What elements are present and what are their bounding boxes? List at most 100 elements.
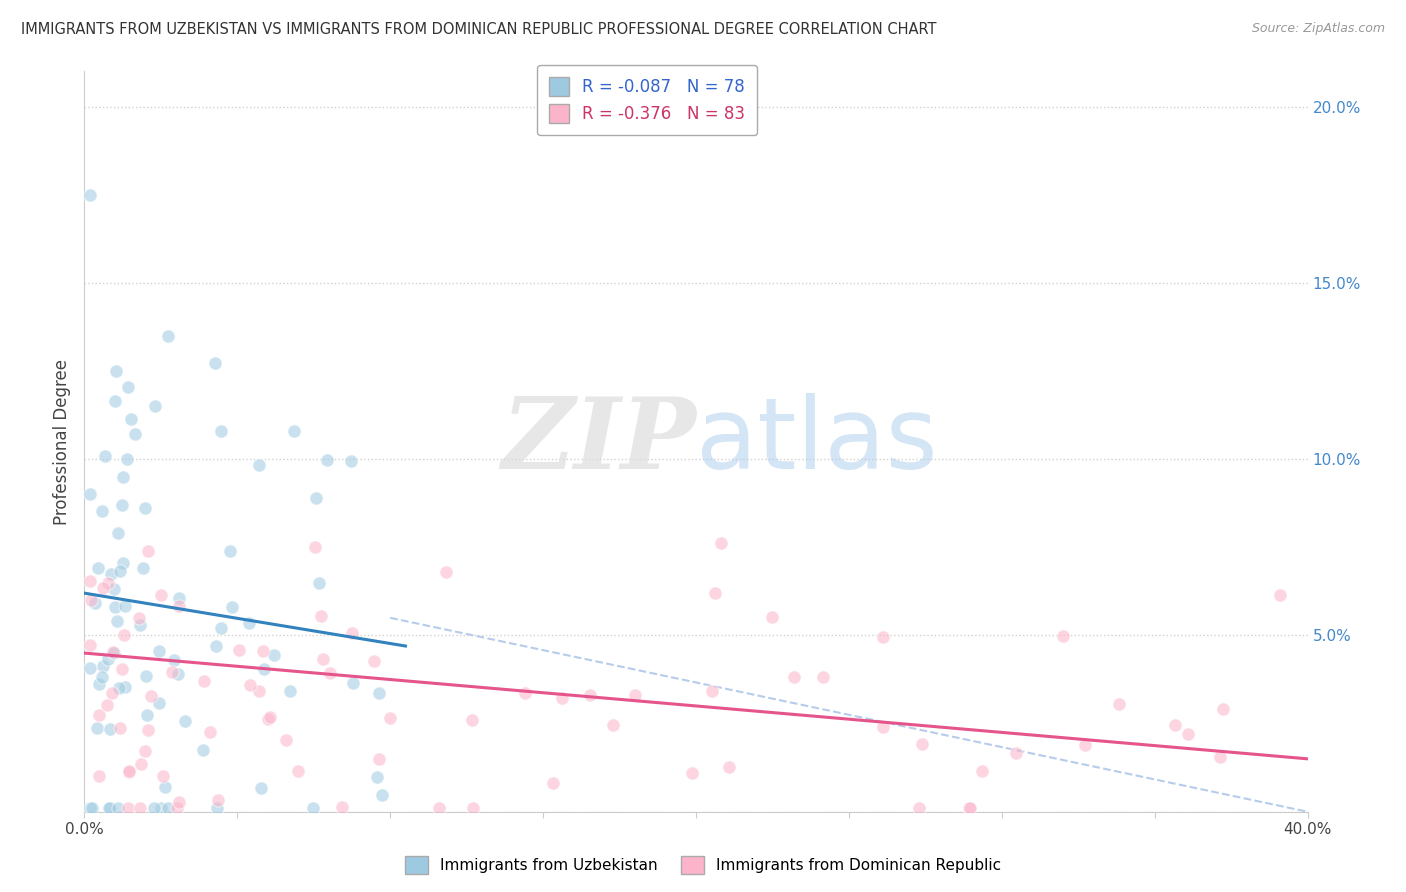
Point — [316, 452, 339, 467]
Point — [247, 683, 270, 698]
Point — [1163, 718, 1185, 732]
Point — [108, 681, 131, 696]
Point — [702, 683, 724, 698]
Point — [342, 676, 364, 690]
Point — [108, 721, 131, 735]
Point — [107, 615, 129, 629]
Text: ZIP: ZIP — [501, 393, 696, 490]
Point — [79, 487, 101, 501]
Point — [761, 610, 783, 624]
Point — [134, 744, 156, 758]
Point — [602, 718, 624, 732]
Point — [163, 653, 186, 667]
Point — [221, 600, 243, 615]
Y-axis label: Professional Degree: Professional Degree — [53, 359, 72, 524]
Point — [128, 618, 150, 632]
Point — [134, 501, 156, 516]
Point — [111, 556, 134, 570]
Point — [1108, 697, 1130, 711]
Point — [136, 723, 159, 737]
Point — [259, 710, 281, 724]
Point — [551, 690, 574, 705]
Point — [283, 424, 305, 438]
Point — [98, 801, 121, 815]
Point — [363, 654, 385, 668]
Point — [205, 801, 228, 815]
Point — [1005, 746, 1028, 760]
Point — [1074, 739, 1097, 753]
Point — [257, 712, 280, 726]
Point — [112, 628, 135, 642]
Point — [207, 793, 229, 807]
Point — [79, 661, 101, 675]
Point — [128, 801, 150, 815]
Point — [91, 659, 114, 673]
Point — [80, 593, 103, 607]
Point — [152, 769, 174, 783]
Point — [1270, 588, 1292, 602]
Point — [148, 696, 170, 710]
Point — [84, 596, 107, 610]
Text: Source: ZipAtlas.com: Source: ZipAtlas.com — [1251, 22, 1385, 36]
Point — [710, 536, 733, 550]
Point — [117, 380, 139, 394]
Point — [132, 560, 155, 574]
Point — [111, 663, 134, 677]
Point — [907, 801, 929, 815]
Point — [143, 399, 166, 413]
Point — [160, 665, 183, 679]
Point — [319, 665, 342, 680]
Point — [263, 648, 285, 662]
Point — [110, 498, 132, 512]
Point — [238, 615, 260, 630]
Point — [250, 781, 273, 796]
Point — [94, 449, 117, 463]
Point — [117, 801, 139, 815]
Point — [308, 576, 330, 591]
Point — [86, 560, 108, 574]
Point — [1052, 629, 1074, 643]
Point — [253, 662, 276, 676]
Legend: Immigrants from Uzbekistan, Immigrants from Dominican Republic: Immigrants from Uzbekistan, Immigrants f… — [399, 850, 1007, 880]
Point — [103, 645, 125, 659]
Point — [1209, 750, 1232, 764]
Point — [783, 669, 806, 683]
Point — [191, 743, 214, 757]
Point — [218, 543, 240, 558]
Point — [79, 187, 101, 202]
Point — [311, 652, 333, 666]
Point — [252, 644, 274, 658]
Point — [239, 678, 262, 692]
Point — [368, 751, 391, 765]
Point — [98, 801, 121, 815]
Point — [136, 708, 159, 723]
Point — [139, 689, 162, 703]
Point — [96, 698, 118, 713]
Point — [167, 599, 190, 613]
Point — [107, 801, 129, 815]
Point — [301, 801, 323, 815]
Point — [114, 599, 136, 613]
Point — [340, 625, 363, 640]
Point — [86, 721, 108, 735]
Point — [872, 720, 894, 734]
Point — [173, 714, 195, 728]
Point — [970, 764, 993, 779]
Point — [579, 688, 602, 702]
Point — [149, 801, 172, 815]
Point — [959, 801, 981, 815]
Point — [118, 765, 141, 780]
Point — [103, 582, 125, 597]
Point — [91, 670, 114, 684]
Point — [193, 674, 215, 689]
Point — [513, 686, 536, 700]
Point — [136, 544, 159, 558]
Point — [143, 801, 166, 815]
Point — [813, 670, 835, 684]
Point — [703, 586, 725, 600]
Point — [378, 711, 401, 725]
Point — [911, 737, 934, 751]
Point — [98, 723, 121, 737]
Point — [87, 677, 110, 691]
Point — [166, 801, 188, 815]
